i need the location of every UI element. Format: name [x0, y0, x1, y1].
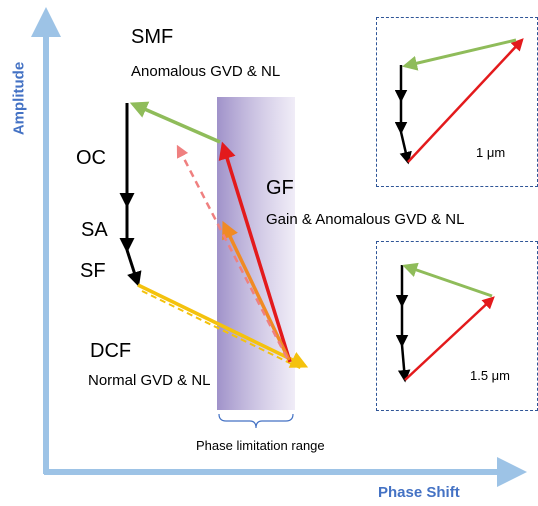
dcf-description: Normal GVD & NL — [88, 372, 211, 389]
orange-arrow — [222, 220, 291, 361]
dcf-label: DCF — [90, 340, 132, 362]
inset-2-wavelength: 1.5 μm — [470, 368, 511, 383]
sf-arrow — [125, 249, 142, 287]
sf-label: SF — [80, 260, 106, 282]
phase-range-bracket — [218, 413, 294, 429]
x-axis-label: Phase Shift — [378, 484, 460, 501]
dashed-red-arrow — [176, 144, 289, 359]
smf-arrow — [129, 101, 221, 144]
inset-2-vectors — [395, 262, 495, 383]
gf-label: GF — [266, 177, 294, 199]
smf-label: SMF — [131, 26, 174, 48]
dcf-arrow — [137, 283, 309, 368]
inset-1-wavelength: 1 μm — [476, 145, 506, 160]
oc-label: OC — [76, 147, 106, 169]
y-axis-label: Amplitude — [10, 61, 28, 136]
inset-box-1-5um — [376, 241, 538, 411]
smf-description: Anomalous GVD & NL — [131, 63, 281, 80]
phase-range-label: Phase limitation range — [196, 438, 325, 453]
inset-box-1um — [376, 17, 538, 187]
sa-label: SA — [81, 219, 108, 241]
inset-1-vectors — [394, 38, 524, 165]
gf-arrow — [218, 141, 292, 363]
gf-description: Gain & Anomalous GVD & NL — [266, 211, 465, 228]
